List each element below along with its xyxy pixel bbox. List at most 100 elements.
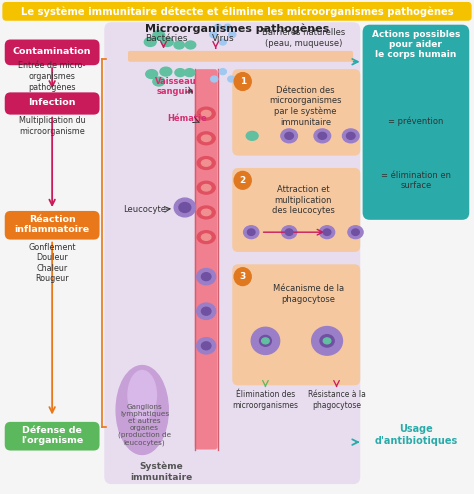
Ellipse shape: [197, 107, 215, 120]
Text: Résistance à la
phagocytose: Résistance à la phagocytose: [308, 390, 365, 410]
Ellipse shape: [197, 231, 215, 244]
Text: Microorganismes pathogènes: Microorganismes pathogènes: [145, 23, 329, 34]
Ellipse shape: [153, 77, 165, 86]
Ellipse shape: [219, 39, 227, 45]
Ellipse shape: [201, 185, 211, 191]
FancyBboxPatch shape: [5, 211, 100, 240]
Ellipse shape: [259, 335, 271, 346]
Ellipse shape: [228, 32, 236, 38]
Text: Gonflement
Douleur
Chaleur
Rougeur: Gonflement Douleur Chaleur Rougeur: [28, 243, 76, 283]
Ellipse shape: [219, 69, 227, 75]
Ellipse shape: [314, 129, 331, 143]
FancyBboxPatch shape: [195, 69, 218, 450]
FancyBboxPatch shape: [5, 422, 100, 451]
Ellipse shape: [174, 198, 195, 217]
Ellipse shape: [281, 129, 298, 143]
Ellipse shape: [197, 269, 216, 285]
Ellipse shape: [116, 366, 168, 454]
Ellipse shape: [247, 229, 255, 236]
Ellipse shape: [244, 226, 259, 239]
Text: Infection: Infection: [28, 98, 76, 107]
Ellipse shape: [201, 209, 211, 216]
Ellipse shape: [311, 327, 342, 355]
Ellipse shape: [174, 41, 184, 49]
Text: Le système immunitaire détecte et élimine les microorganismes pathogènes: Le système immunitaire détecte et élimin…: [21, 6, 453, 17]
Text: Asepsie: Asepsie: [394, 99, 438, 109]
Text: Système
immunitaire: Système immunitaire: [130, 462, 192, 482]
Ellipse shape: [319, 226, 335, 239]
Text: Actions possibles
pour aider
le corps humain: Actions possibles pour aider le corps hu…: [372, 30, 460, 59]
Text: Mécanisme de la
phagocytose: Mécanisme de la phagocytose: [273, 284, 344, 304]
Ellipse shape: [228, 76, 235, 82]
Text: 1: 1: [239, 77, 246, 86]
Text: Bactéries: Bactéries: [145, 34, 187, 42]
Ellipse shape: [318, 132, 327, 139]
Ellipse shape: [197, 181, 215, 194]
Ellipse shape: [197, 206, 215, 219]
Circle shape: [234, 73, 251, 90]
Text: Leucocyte: Leucocyte: [123, 206, 166, 214]
Ellipse shape: [342, 129, 359, 143]
Ellipse shape: [210, 76, 218, 82]
FancyBboxPatch shape: [232, 264, 360, 385]
Text: Détection des
microorganismes
par le système
immunitaire: Détection des microorganismes par le sys…: [270, 86, 342, 126]
Ellipse shape: [224, 24, 231, 30]
Ellipse shape: [184, 69, 195, 77]
Ellipse shape: [161, 38, 173, 46]
Ellipse shape: [146, 70, 157, 79]
Text: Hématie: Hématie: [167, 114, 207, 123]
Text: = prévention: = prévention: [388, 116, 444, 126]
Ellipse shape: [201, 342, 211, 350]
Ellipse shape: [201, 110, 211, 117]
Ellipse shape: [179, 203, 191, 212]
FancyBboxPatch shape: [104, 22, 360, 484]
FancyBboxPatch shape: [363, 25, 469, 220]
Ellipse shape: [346, 132, 355, 139]
Ellipse shape: [175, 69, 185, 77]
Text: 3: 3: [239, 272, 246, 281]
Ellipse shape: [320, 335, 334, 347]
Text: Virus: Virus: [211, 34, 234, 42]
FancyBboxPatch shape: [5, 92, 100, 115]
Text: Entrée de micro-
organismes
pathogènes: Entrée de micro- organismes pathogènes: [18, 61, 86, 92]
Ellipse shape: [128, 370, 156, 420]
Ellipse shape: [285, 132, 293, 139]
Ellipse shape: [323, 338, 331, 344]
Ellipse shape: [153, 31, 165, 40]
Text: Attraction et
multiplication
des leucocytes: Attraction et multiplication des leucocy…: [272, 185, 335, 215]
Ellipse shape: [251, 328, 280, 355]
Ellipse shape: [282, 226, 297, 239]
Ellipse shape: [197, 338, 216, 354]
Ellipse shape: [201, 234, 211, 241]
Text: Contamination: Contamination: [13, 47, 91, 56]
Text: Multiplication du
microorganisme: Multiplication du microorganisme: [19, 116, 85, 136]
FancyBboxPatch shape: [232, 168, 360, 252]
Text: = élimination en
surface: = élimination en surface: [381, 170, 451, 190]
Text: Vaisseau
sanguin: Vaisseau sanguin: [155, 77, 196, 96]
Text: Usage
d'antibiotiques: Usage d'antibiotiques: [374, 424, 457, 446]
FancyBboxPatch shape: [232, 69, 360, 156]
Ellipse shape: [197, 157, 215, 169]
Ellipse shape: [160, 67, 172, 76]
Ellipse shape: [197, 132, 215, 145]
Ellipse shape: [201, 135, 211, 142]
Text: Barrières naturelles
(peau, muqueuse): Barrières naturelles (peau, muqueuse): [262, 28, 345, 48]
Ellipse shape: [285, 229, 293, 236]
Ellipse shape: [197, 303, 216, 320]
Ellipse shape: [201, 307, 211, 315]
Ellipse shape: [246, 131, 258, 140]
Text: Réaction
inflammatoire: Réaction inflammatoire: [15, 215, 90, 235]
Text: Antisepsie: Antisepsie: [387, 151, 445, 161]
Circle shape: [234, 268, 251, 286]
Ellipse shape: [201, 273, 211, 281]
Text: 2: 2: [239, 176, 246, 185]
Ellipse shape: [185, 41, 196, 49]
Ellipse shape: [214, 24, 221, 30]
FancyBboxPatch shape: [2, 2, 472, 21]
Ellipse shape: [201, 160, 211, 166]
Ellipse shape: [352, 229, 359, 236]
FancyBboxPatch shape: [5, 40, 100, 65]
FancyBboxPatch shape: [128, 51, 353, 62]
Ellipse shape: [144, 38, 156, 46]
Ellipse shape: [348, 226, 363, 239]
